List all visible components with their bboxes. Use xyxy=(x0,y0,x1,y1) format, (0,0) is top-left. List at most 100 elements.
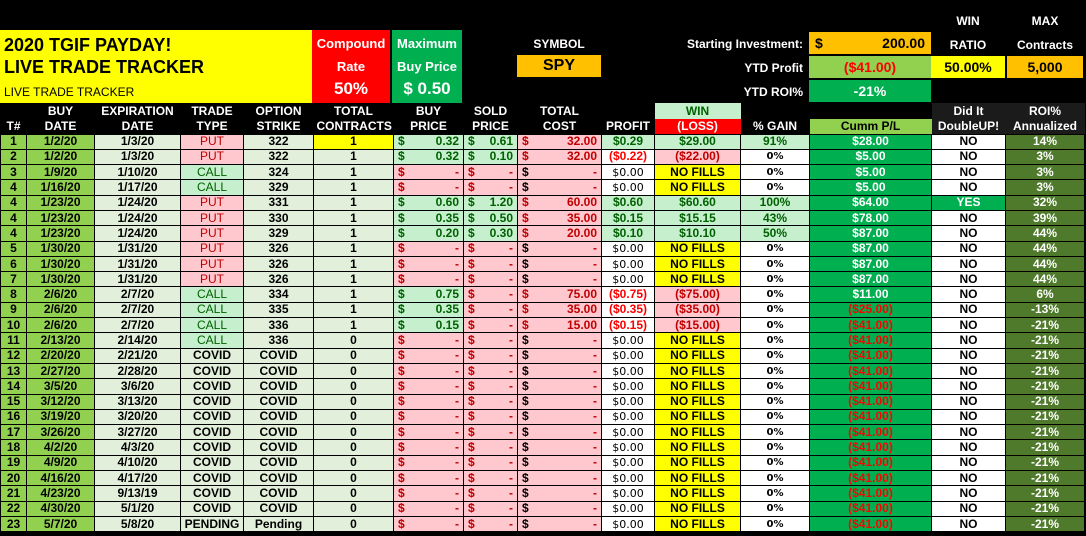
option-strike-cell[interactable]: COVID xyxy=(243,500,314,517)
total-contracts-cell[interactable]: 1 xyxy=(313,225,394,242)
buy-price-cell[interactable]: $0.75 xyxy=(393,286,464,303)
header-double-up-bottom[interactable]: DoubleUP! xyxy=(931,118,1006,134)
cumulative-pl-cell[interactable]: ($41.00) xyxy=(809,332,932,349)
header-win-loss-bottom[interactable]: (LOSS) xyxy=(654,118,741,134)
trade-type-cell[interactable]: CALL xyxy=(180,317,244,334)
roi-annualized-cell[interactable]: -21% xyxy=(1005,362,1085,380)
header-expiration-date-top[interactable]: EXPIRATION xyxy=(94,103,181,119)
double-up-cell[interactable]: NO xyxy=(931,408,1006,426)
total-cost-cell[interactable]: $20.00 xyxy=(517,225,602,242)
expiration-date-cell[interactable]: 2/21/20 xyxy=(94,347,181,364)
expiration-date-cell[interactable]: 1/24/20 xyxy=(94,209,181,227)
sold-price-cell[interactable]: $0.30 xyxy=(463,225,518,242)
compound-rate-cell[interactable]: Compound Rate 50% xyxy=(312,30,390,103)
percent-gain-cell[interactable]: 50% xyxy=(740,225,810,242)
sold-price-cell[interactable]: $0.10 xyxy=(463,148,518,166)
total-contracts-cell[interactable]: 0 xyxy=(313,470,394,487)
cumulative-pl-cell[interactable]: $87.00 xyxy=(809,255,932,273)
double-up-cell[interactable]: NO xyxy=(931,424,1006,441)
roi-annualized-cell[interactable]: -21% xyxy=(1005,378,1085,395)
win-loss-cell[interactable]: NO FILLS xyxy=(654,164,741,181)
win-loss-cell[interactable]: $29.00 xyxy=(654,133,741,150)
profit-cell[interactable]: $0.00 xyxy=(601,393,655,410)
percent-gain-cell[interactable]: 0% xyxy=(740,439,810,456)
roi-annualized-cell[interactable]: -21% xyxy=(1005,470,1085,487)
buy-date-cell[interactable]: 1/30/20 xyxy=(26,240,95,257)
total-contracts-cell[interactable]: 1 xyxy=(313,240,394,257)
profit-cell[interactable]: ($0.75) xyxy=(601,286,655,303)
percent-gain-cell[interactable]: 0% xyxy=(740,271,810,288)
percent-gain-cell[interactable]: 0% xyxy=(740,301,810,319)
sold-price-cell[interactable]: $ - xyxy=(463,271,518,288)
total-cost-cell[interactable]: $ - xyxy=(517,485,602,502)
roi-annualized-cell[interactable]: -21% xyxy=(1005,332,1085,349)
buy-date-cell[interactable]: 4/2/20 xyxy=(26,439,95,456)
sold-price-cell[interactable]: $ - xyxy=(463,393,518,410)
total-contracts-cell[interactable]: 0 xyxy=(313,500,394,517)
buy-price-cell[interactable]: $ - xyxy=(393,515,464,533)
total-cost-cell[interactable]: $ - xyxy=(517,424,602,441)
roi-annualized-cell[interactable]: 3% xyxy=(1005,179,1085,196)
trade-number-cell[interactable]: 4 xyxy=(0,225,27,242)
percent-gain-cell[interactable]: 0% xyxy=(740,393,810,410)
buy-price-cell[interactable]: $0.35 xyxy=(393,209,464,227)
total-cost-cell[interactable]: $ - xyxy=(517,240,602,257)
expiration-date-cell[interactable]: 4/17/20 xyxy=(94,470,181,487)
win-loss-cell[interactable]: ($22.00) xyxy=(654,148,741,166)
trade-number-cell[interactable]: 19 xyxy=(0,454,27,472)
percent-gain-cell[interactable]: 0% xyxy=(740,500,810,517)
buy-price-cell[interactable]: $ - xyxy=(393,500,464,517)
roi-annualized-cell[interactable]: 6% xyxy=(1005,286,1085,303)
win-loss-cell[interactable]: NO FILLS xyxy=(654,378,741,395)
percent-gain-cell[interactable]: 0% xyxy=(740,362,810,380)
cumulative-pl-cell[interactable]: ($41.00) xyxy=(809,439,932,456)
trade-number-cell[interactable]: 7 xyxy=(0,271,27,288)
option-strike-cell[interactable]: 335 xyxy=(243,301,314,319)
option-strike-cell[interactable]: COVID xyxy=(243,424,314,441)
percent-gain-cell[interactable]: 0% xyxy=(740,378,810,395)
expiration-date-cell[interactable]: 5/1/20 xyxy=(94,500,181,517)
percent-gain-cell[interactable]: 0% xyxy=(740,317,810,334)
double-up-cell[interactable]: NO xyxy=(931,500,1006,517)
roi-annualized-cell[interactable]: 44% xyxy=(1005,240,1085,257)
option-strike-cell[interactable]: COVID xyxy=(243,347,314,364)
percent-gain-cell[interactable]: 0% xyxy=(740,485,810,502)
option-strike-cell[interactable]: 330 xyxy=(243,209,314,227)
trade-number-cell[interactable]: 4 xyxy=(0,209,27,227)
expiration-date-cell[interactable]: 4/10/20 xyxy=(94,454,181,472)
max-buy-price-cell[interactable]: Maximum Buy Price $ 0.50 xyxy=(392,30,462,103)
option-strike-cell[interactable]: 322 xyxy=(243,133,314,150)
buy-price-cell[interactable]: $ - xyxy=(393,164,464,181)
total-cost-cell[interactable]: $ - xyxy=(517,362,602,380)
total-cost-cell[interactable]: $ - xyxy=(517,393,602,410)
option-strike-cell[interactable]: 329 xyxy=(243,225,314,242)
option-strike-cell[interactable]: 334 xyxy=(243,286,314,303)
trade-type-cell[interactable]: COVID xyxy=(180,500,244,517)
trade-type-cell[interactable]: PUT xyxy=(180,240,244,257)
trade-type-cell[interactable]: PUT xyxy=(180,209,244,227)
win-loss-cell[interactable]: NO FILLS xyxy=(654,362,741,380)
roi-annualized-cell[interactable]: -21% xyxy=(1005,485,1085,502)
profit-cell[interactable]: $0.00 xyxy=(601,439,655,456)
sold-price-cell[interactable]: $ - xyxy=(463,500,518,517)
roi-annualized-cell[interactable]: -21% xyxy=(1005,347,1085,364)
buy-price-cell[interactable]: $0.35 xyxy=(393,301,464,319)
buy-date-cell[interactable]: 3/12/20 xyxy=(26,393,95,410)
percent-gain-cell[interactable]: 0% xyxy=(740,424,810,441)
cumulative-pl-cell[interactable]: $5.00 xyxy=(809,164,932,181)
total-contracts-cell[interactable]: 1 xyxy=(313,209,394,227)
trade-number-cell[interactable]: 4 xyxy=(0,194,27,211)
trade-type-cell[interactable]: COVID xyxy=(180,439,244,456)
profit-cell[interactable]: $0.00 xyxy=(601,164,655,181)
double-up-cell[interactable]: NO xyxy=(931,454,1006,472)
buy-price-cell[interactable]: $ - xyxy=(393,470,464,487)
double-up-cell[interactable]: NO xyxy=(931,225,1006,242)
trade-number-cell[interactable]: 18 xyxy=(0,439,27,456)
win-loss-cell[interactable]: NO FILLS xyxy=(654,332,741,349)
total-cost-cell[interactable]: $ - xyxy=(517,332,602,349)
buy-date-cell[interactable]: 2/13/20 xyxy=(26,332,95,349)
double-up-cell[interactable]: NO xyxy=(931,347,1006,364)
roi-annualized-cell[interactable]: -21% xyxy=(1005,515,1085,533)
profit-cell[interactable]: $0.00 xyxy=(601,255,655,273)
win-loss-cell[interactable]: NO FILLS xyxy=(654,439,741,456)
